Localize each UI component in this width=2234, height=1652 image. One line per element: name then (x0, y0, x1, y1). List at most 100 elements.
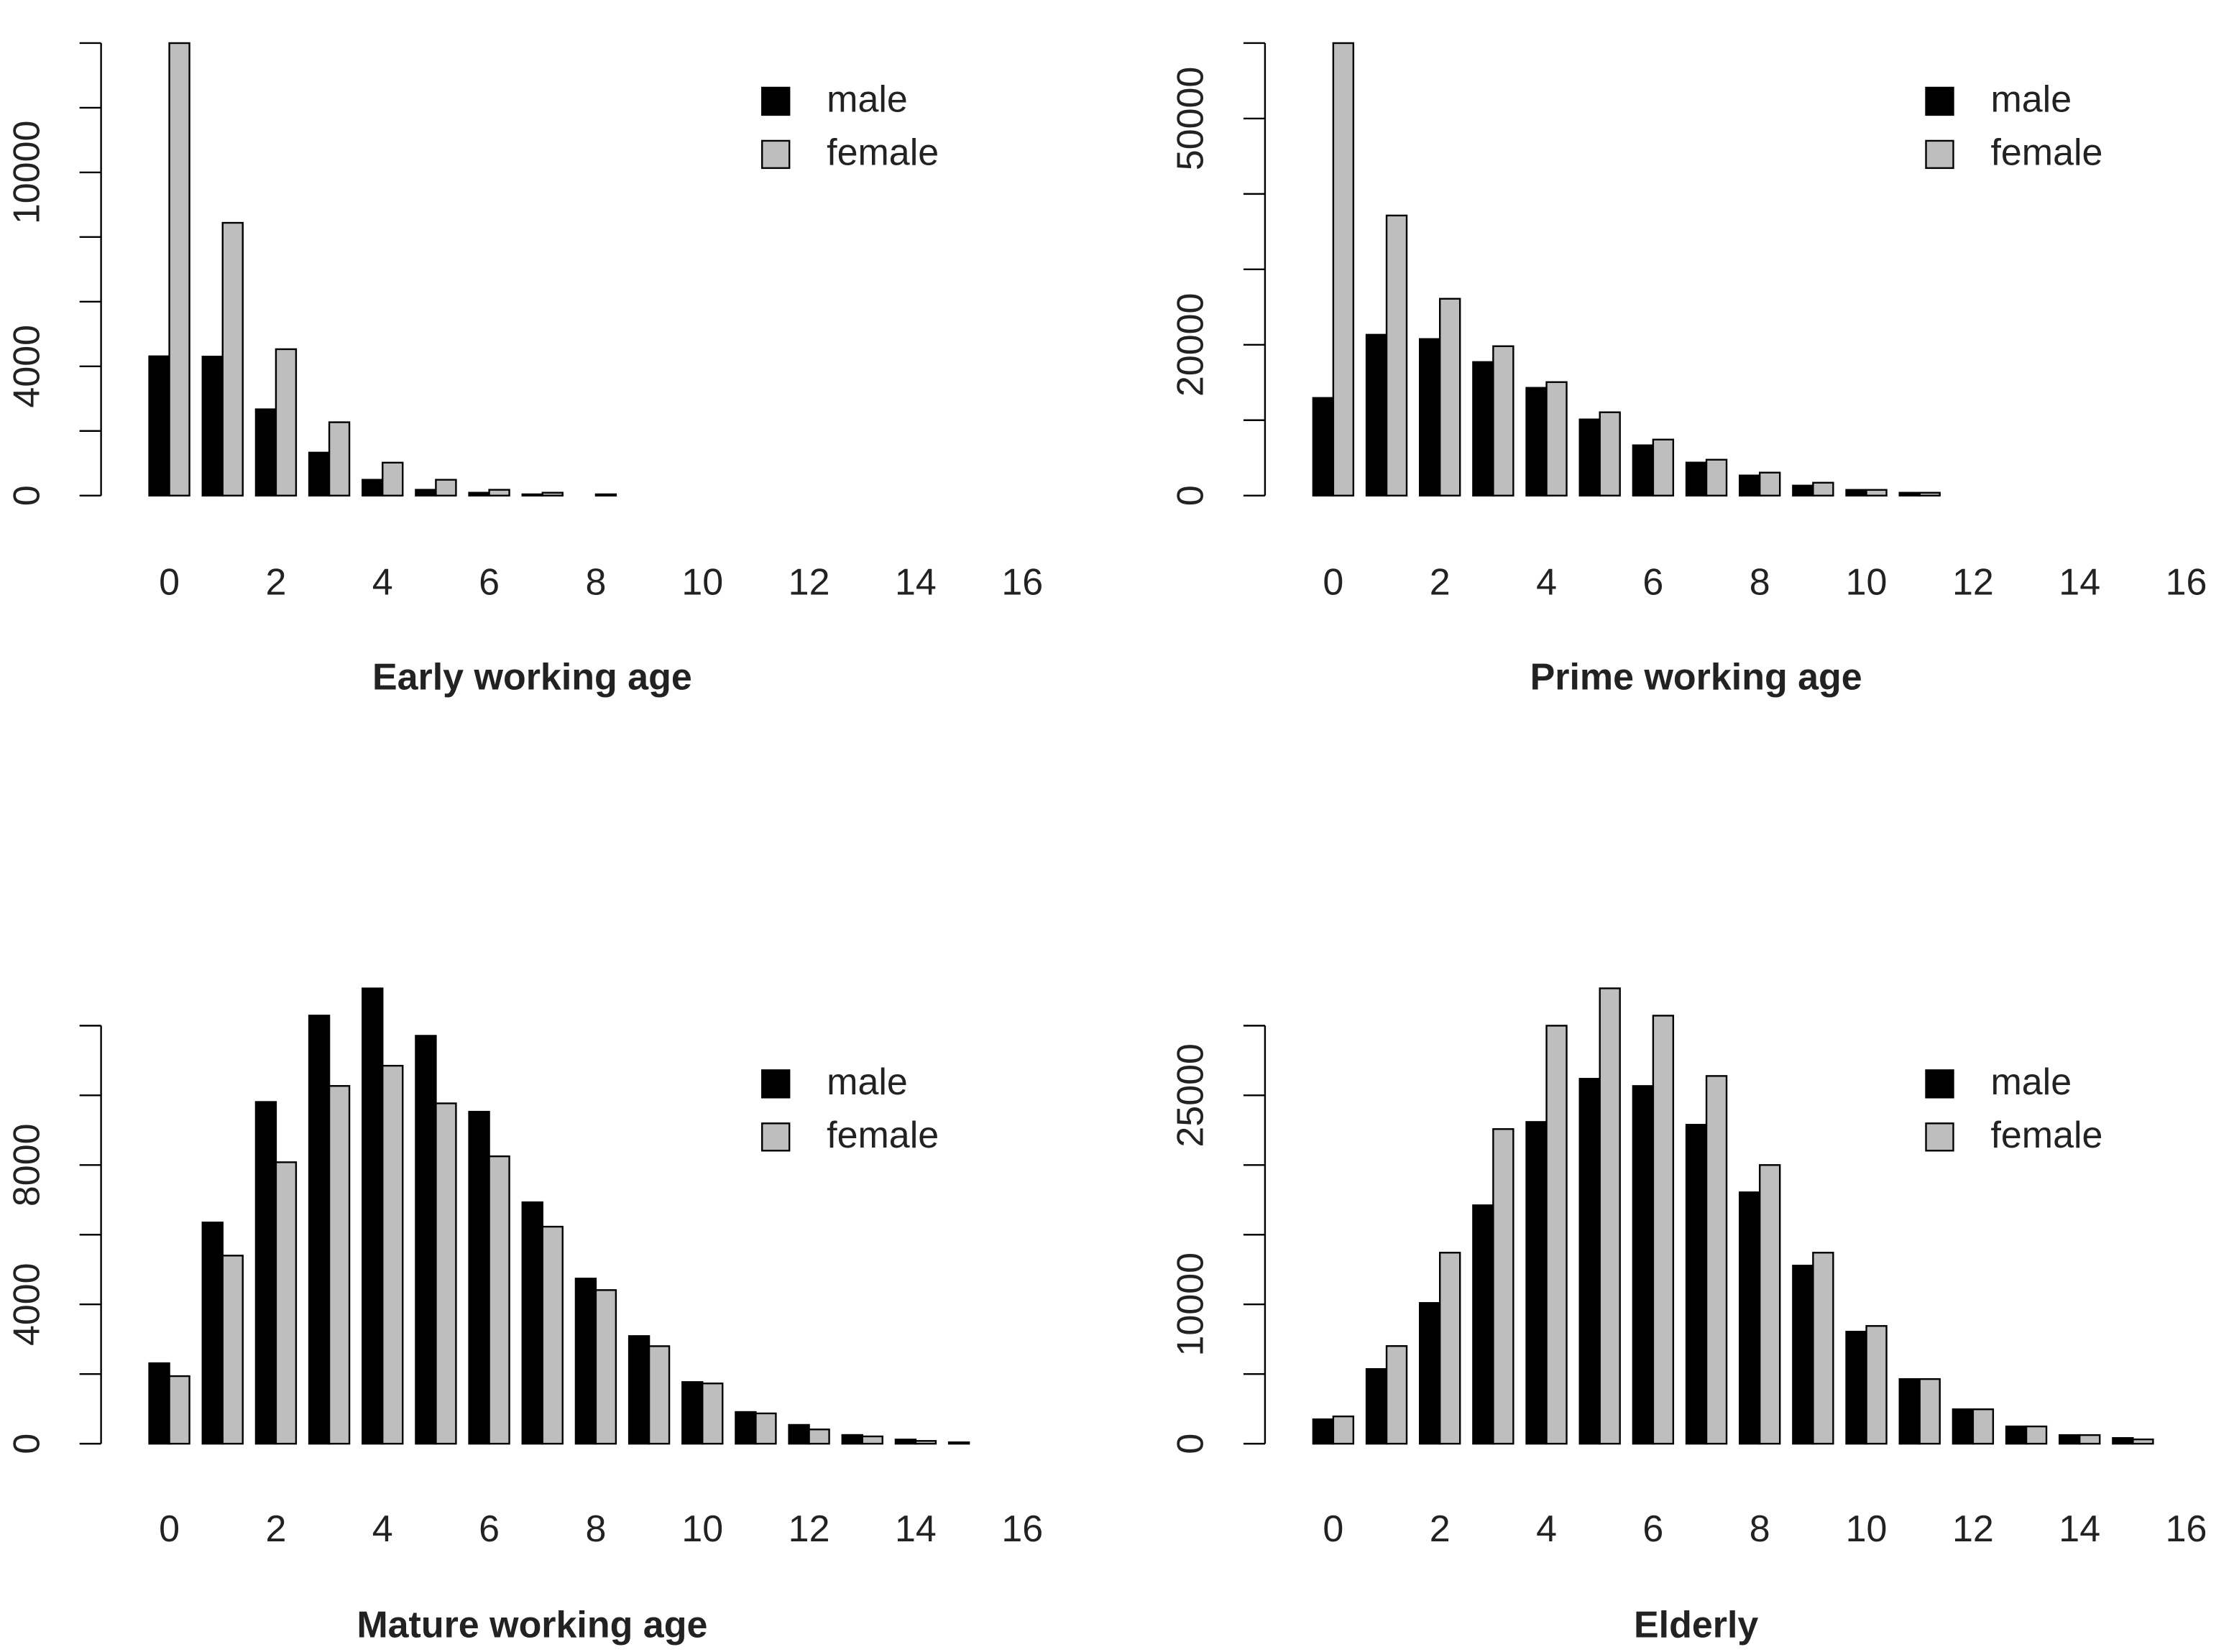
bar (362, 479, 384, 497)
x-tick-label: 6 (479, 1508, 500, 1550)
bar (1439, 1252, 1461, 1445)
bar (1845, 1331, 1867, 1445)
x-axis-title: Prime working age (1530, 656, 1862, 698)
bar (1312, 397, 1335, 497)
bar (702, 1383, 724, 1445)
bar (435, 479, 457, 497)
bar (382, 1064, 404, 1445)
x-tick-label: 2 (1430, 1508, 1451, 1550)
bar (308, 1015, 331, 1445)
bar (1578, 1078, 1601, 1445)
bar (488, 1155, 510, 1445)
legend-swatch (1925, 1069, 1954, 1099)
bar (201, 1222, 224, 1445)
bar (488, 489, 510, 497)
bar (1385, 1344, 1408, 1445)
bar (1952, 1408, 1975, 1445)
bar (1599, 411, 1621, 497)
x-tick-label: 12 (789, 1508, 830, 1550)
x-tick-label: 0 (1323, 1508, 1343, 1550)
bar (808, 1429, 830, 1445)
bar (541, 492, 564, 497)
bar (1739, 1191, 1761, 1445)
bar (1472, 1204, 1494, 1445)
legend-swatch (1925, 86, 1954, 116)
bar (2005, 1425, 2028, 1445)
x-tick-label: 10 (1846, 1508, 1888, 1550)
bar (1918, 492, 1941, 497)
y-tick-label: 4000 (6, 1263, 47, 1346)
x-tick-label: 4 (372, 1508, 393, 1550)
bar (1918, 1378, 1941, 1445)
bar (382, 461, 404, 497)
bar (1898, 1378, 1921, 1445)
x-tick-label: 8 (585, 561, 606, 603)
y-tick-label: 0 (6, 485, 47, 506)
bar (841, 1434, 863, 1445)
bar (148, 1362, 170, 1445)
bar (735, 1411, 757, 1445)
bar (1545, 1025, 1568, 1445)
bar (1632, 444, 1655, 497)
bar (1332, 42, 1355, 497)
x-tick-label: 12 (1952, 1508, 1994, 1550)
x-tick-label: 6 (1642, 1508, 1663, 1550)
x-tick-label: 0 (159, 561, 180, 603)
bar (468, 1110, 490, 1445)
bar (1898, 492, 1921, 497)
x-tick-label: 8 (1750, 1508, 1770, 1550)
bar (521, 493, 543, 497)
bar (1652, 1015, 1675, 1445)
bar (594, 1289, 617, 1445)
bar (1972, 1408, 1995, 1445)
legend-label: male (827, 79, 908, 121)
x-tick-label: 8 (1750, 561, 1770, 603)
x-tick-label: 10 (1846, 561, 1888, 603)
x-tick-label: 10 (681, 561, 723, 603)
y-tick-label: 8000 (6, 1123, 47, 1206)
bar (1385, 214, 1408, 497)
legend-label: female (827, 132, 939, 174)
x-tick-label: 6 (1642, 561, 1663, 603)
bar (1652, 438, 1675, 497)
bar (221, 1255, 244, 1445)
bar (788, 1423, 810, 1445)
bar (1865, 1325, 1888, 1445)
bar (1685, 461, 1708, 497)
bar (2025, 1425, 2048, 1445)
legend-label: male (1990, 1061, 2072, 1103)
x-tick-label: 12 (1952, 561, 1994, 603)
bar (1705, 1075, 1728, 1445)
bar (1525, 387, 1548, 497)
bar (168, 42, 190, 497)
x-tick-label: 16 (1001, 561, 1043, 603)
x-axis-title: Mature working age (357, 1605, 707, 1646)
y-tick-label: 50000 (1170, 67, 1212, 171)
legend-label: male (827, 1061, 908, 1103)
bar (1545, 381, 1568, 497)
x-tick-label: 2 (265, 1508, 286, 1550)
x-tick-label: 4 (1536, 1508, 1557, 1550)
legend-swatch (1925, 139, 1954, 170)
bar (328, 421, 351, 497)
bar (435, 1102, 457, 1445)
legend-swatch (761, 1122, 791, 1152)
y-tick-label: 0 (1170, 1434, 1212, 1454)
bar (328, 1085, 351, 1445)
bar (1419, 338, 1441, 497)
y-tick-label: 10000 (1170, 1252, 1212, 1357)
x-tick-label: 2 (1430, 561, 1451, 603)
legend-label: male (1990, 79, 2072, 121)
bar (947, 1441, 970, 1445)
bar (168, 1375, 190, 1445)
bar (894, 1439, 917, 1445)
legend-swatch (761, 139, 791, 170)
bar (1792, 484, 1814, 497)
bar (415, 489, 437, 497)
bar (1759, 1164, 1781, 1445)
x-tick-label: 16 (1001, 1508, 1043, 1550)
x-tick-label: 14 (2059, 561, 2100, 603)
x-tick-label: 2 (265, 561, 286, 603)
x-tick-label: 14 (895, 561, 937, 603)
